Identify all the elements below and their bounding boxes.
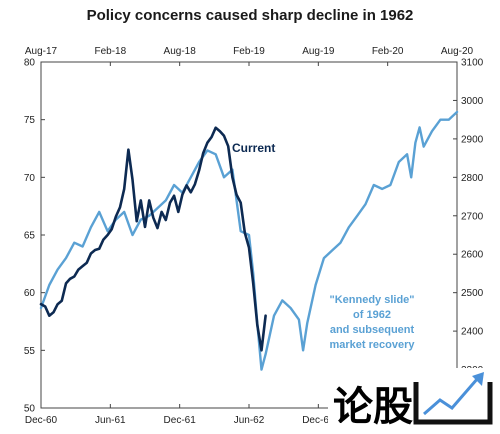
left-tick-label: 75 <box>24 115 36 126</box>
top-tick-label: Aug-18 <box>164 46 197 57</box>
watermark-logo: 论股 <box>328 368 496 430</box>
series-line-1962 <box>39 110 459 371</box>
bottom-tick-label: Dec-60 <box>25 415 58 426</box>
right-tick-label: 2900 <box>461 134 484 145</box>
bottom-tick-label: Dec-62 <box>302 415 335 426</box>
right-tick-label: 2600 <box>461 250 484 261</box>
bottom-tick-label: Jun-62 <box>234 415 265 426</box>
series-group <box>39 110 459 371</box>
right-tick-label: 2400 <box>461 327 484 338</box>
top-tick-label: Feb-19 <box>233 46 265 57</box>
annotation-kennedy-line-2: of 1962 <box>353 309 391 321</box>
bottom-tick-label: Dec-61 <box>164 415 197 426</box>
right-tick-label: 3100 <box>461 58 484 69</box>
annotation-kennedy-line-4: market recovery <box>329 339 415 351</box>
watermark-chart-icon <box>413 372 493 425</box>
top-tick-label: Aug-17 <box>25 46 58 57</box>
left-tick-label: 80 <box>24 58 36 69</box>
right-tick-label: 3000 <box>461 96 484 107</box>
right-tick-label: 2500 <box>461 288 484 299</box>
left-tick-label: 55 <box>24 346 36 357</box>
bottom-tick-label: Jun-61 <box>95 415 126 426</box>
top-tick-label: Aug-20 <box>441 46 474 57</box>
annotation-kennedy-line-1: "Kennedy slide" <box>329 294 414 306</box>
right-tick-label: 2700 <box>461 211 484 222</box>
left-tick-label: 50 <box>24 404 36 415</box>
top-tick-label: Aug-19 <box>302 46 335 57</box>
top-tick-label: Feb-18 <box>94 46 126 57</box>
annotations: Current "Kennedy slide" of 1962 and subs… <box>232 141 415 351</box>
right-tick-label: 2800 <box>461 173 484 184</box>
left-tick-label: 60 <box>24 288 36 299</box>
annotation-kennedy-line-3: and subsequent <box>330 324 415 336</box>
chart-title: Policy concerns caused sharp decline in … <box>87 7 414 24</box>
svg-text:论股: 论股 <box>333 384 413 430</box>
left-tick-label: 70 <box>24 173 36 184</box>
top-tick-label: Feb-20 <box>372 46 404 57</box>
axes: 5055606570758023002400250026002700280029… <box>24 46 484 426</box>
left-tick-label: 65 <box>24 231 36 242</box>
annotation-current: Current <box>232 141 275 155</box>
series-line-current <box>39 126 267 352</box>
